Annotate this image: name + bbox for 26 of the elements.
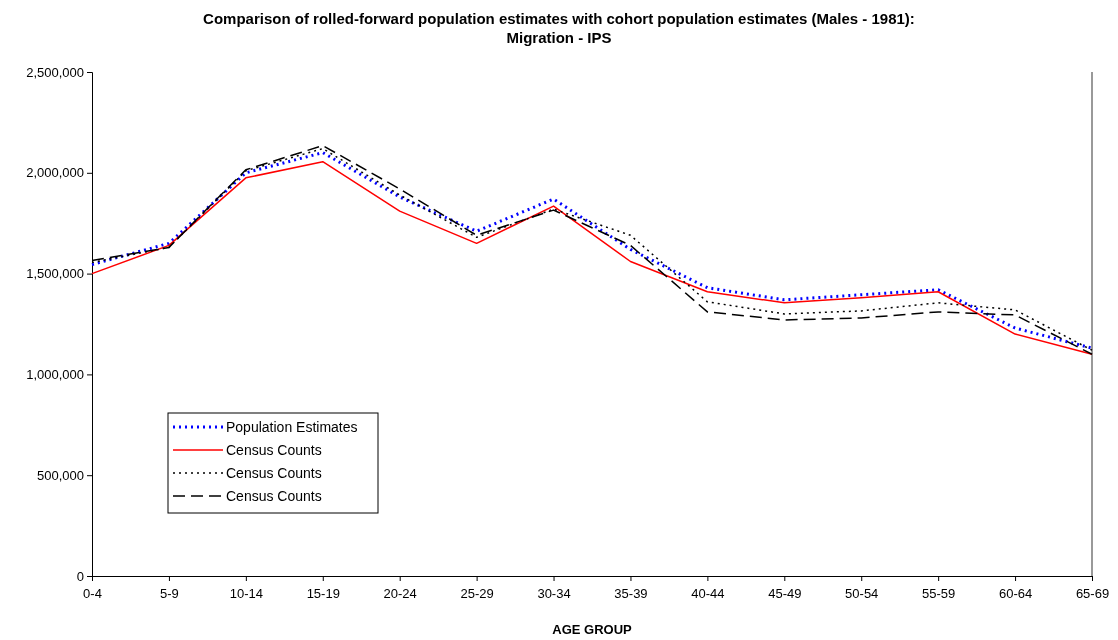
y-tick-label: 2,000,000 (26, 165, 84, 181)
x-tick-label: 60-64 (998, 586, 1033, 602)
y-tick-label: 1,000,000 (26, 367, 84, 383)
x-tick-label: 5-9 (160, 586, 179, 602)
x-tick-label: 45-49 (768, 586, 802, 602)
x-tick-label: 40-44 (691, 586, 725, 602)
x-tick-label: 50-54 (845, 586, 879, 602)
x-tick-label: 0-4 (83, 586, 102, 602)
x-tick-label: 10-14 (229, 586, 263, 602)
y-tick-label: 1,500,000 (26, 266, 84, 282)
legend-label: Census Counts (226, 488, 322, 504)
legend-label: Census Counts (226, 465, 322, 481)
x-tick-label: 35-39 (614, 586, 648, 602)
x-tick-label: 55-59 (922, 586, 956, 602)
x-axis-title: AGE GROUP (552, 622, 633, 637)
x-tick-label: 65-69 (1075, 586, 1110, 602)
legend-label: Census Counts (226, 442, 322, 458)
y-tick-label: 2,500,000 (26, 64, 84, 80)
x-tick-label: 30-34 (537, 586, 571, 602)
y-tick-label: 0 (76, 568, 84, 584)
x-tick-label: 25-29 (460, 586, 494, 602)
y-tick-label: 500,000 (37, 467, 84, 483)
x-tick-label: 20-24 (383, 586, 417, 602)
chart-title: Comparison of rolled-forward population estimates with cohort population estimates (Males - 1981): Migration - IPS (203, 10, 915, 46)
x-tick-label: 15-19 (306, 586, 340, 602)
legend-label: Population Estimates (226, 419, 358, 435)
